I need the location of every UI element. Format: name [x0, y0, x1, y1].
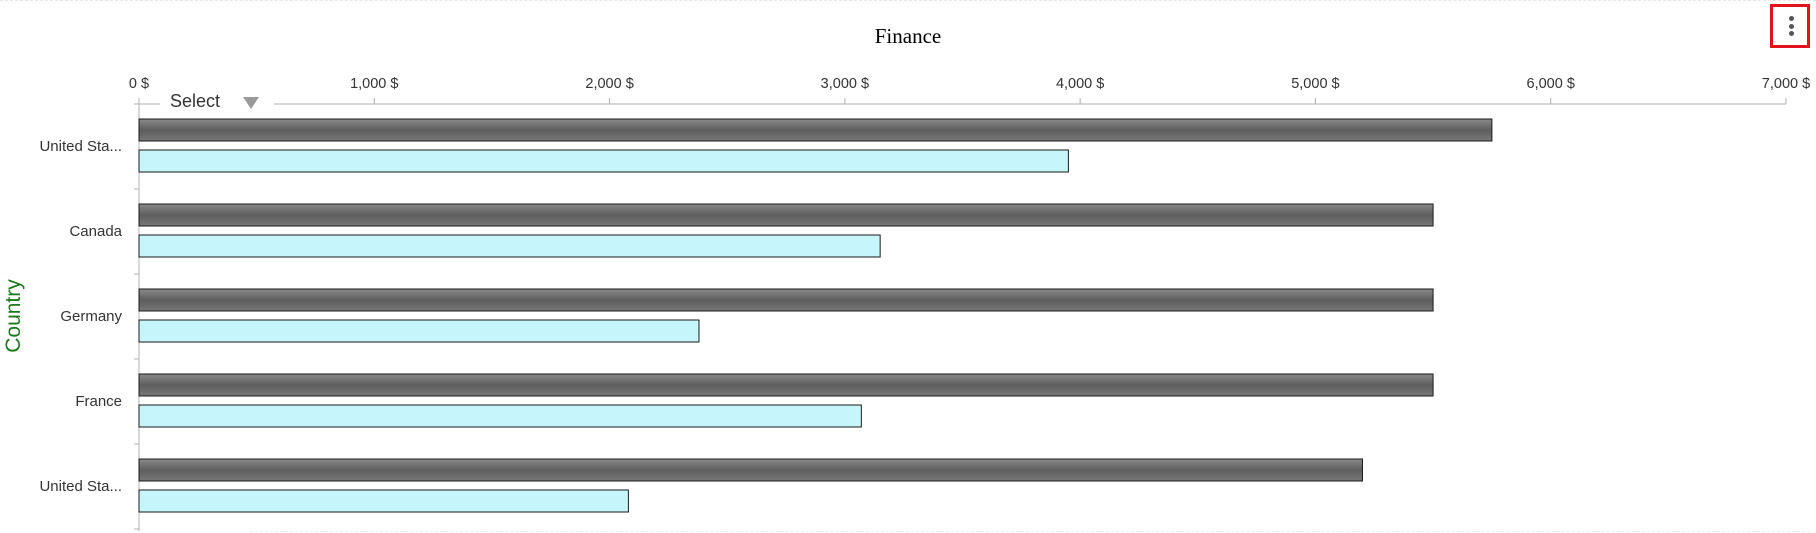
y-axis-title: Country — [2, 279, 25, 353]
vertical-ellipsis-icon — [1788, 16, 1794, 21]
category-label: Canada — [69, 223, 122, 240]
bar — [138, 404, 862, 428]
x-tick-label: 7,000 $ — [1762, 76, 1810, 92]
select-label: Select — [170, 91, 221, 111]
vertical-ellipsis-icon-dot — [1788, 23, 1794, 29]
x-tick-label: 4,000 $ — [1056, 76, 1104, 92]
x-tick-label: 6,000 $ — [1527, 76, 1575, 92]
chart-title: Finance — [874, 24, 942, 48]
x-tick-label: 2,000 $ — [585, 76, 633, 92]
bottom-divider — [250, 531, 1810, 532]
bar — [138, 118, 1493, 142]
x-tick-label: 3,000 $ — [821, 76, 869, 92]
category-label: United Sta... — [39, 478, 122, 495]
triangle-down-icon — [243, 97, 259, 109]
bar — [138, 458, 1363, 482]
bar — [138, 373, 1434, 397]
category-label: Germany — [60, 308, 122, 325]
x-tick-label: 5,000 $ — [1291, 76, 1339, 92]
chart-menu-button[interactable] — [1770, 4, 1810, 48]
category-label: United Sta... — [39, 138, 122, 155]
top-divider — [0, 0, 1816, 1]
bar — [138, 149, 1069, 173]
bar — [138, 489, 629, 513]
x-tick-label: 1,000 $ — [350, 76, 398, 92]
x-tick-label: 0 $ — [129, 76, 149, 92]
series-select-dropdown[interactable]: Select — [160, 88, 274, 114]
category-label: France — [75, 393, 122, 410]
vertical-ellipsis-icon-dot — [1788, 31, 1794, 36]
bar — [138, 288, 1434, 312]
bar — [138, 203, 1434, 227]
bar — [138, 319, 700, 343]
bar — [138, 234, 881, 258]
